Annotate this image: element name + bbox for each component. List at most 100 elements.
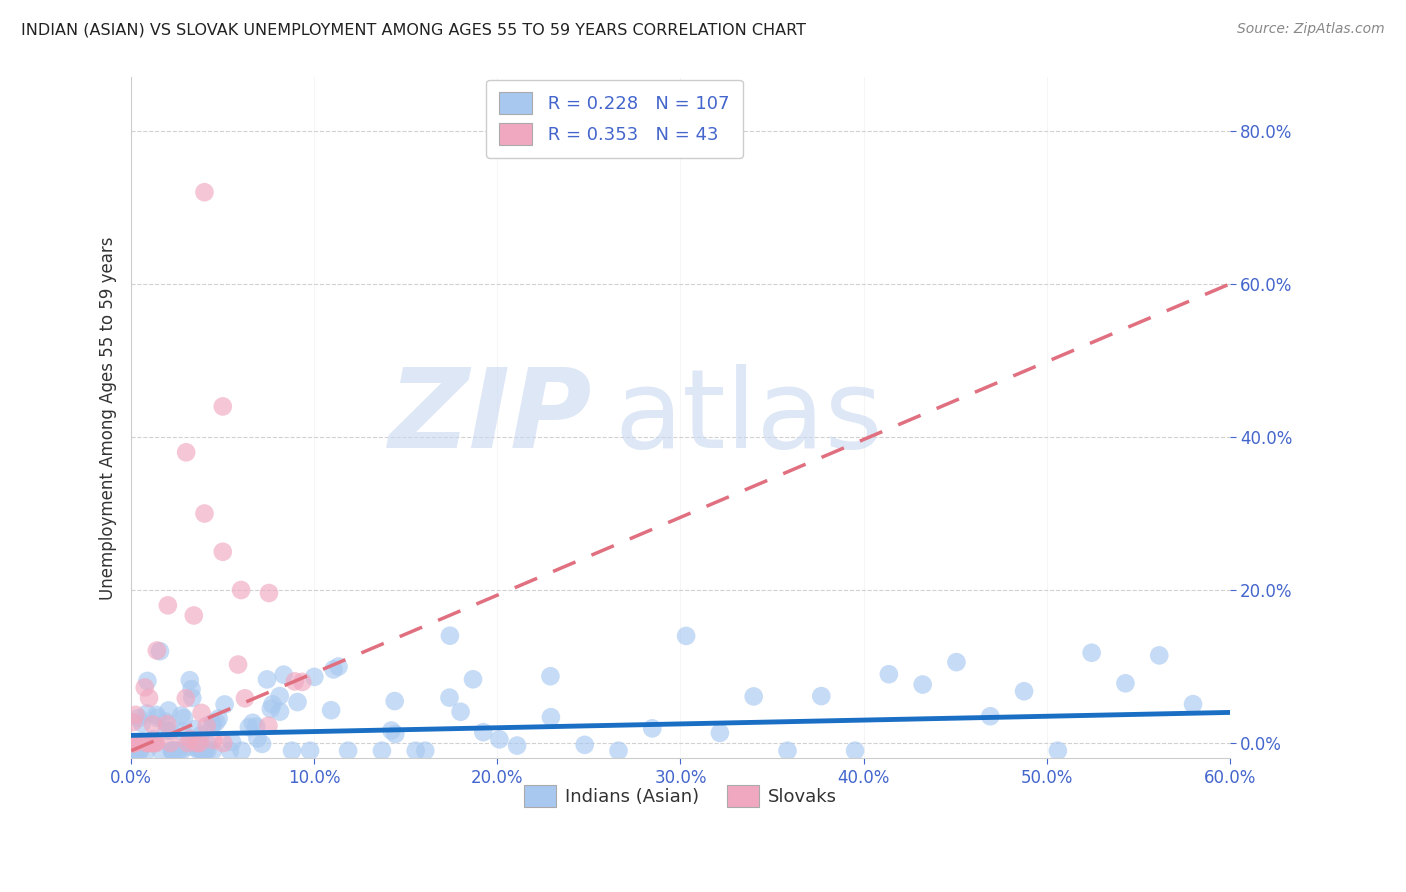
Point <box>231 744 253 758</box>
Point <box>384 727 406 741</box>
Point <box>172 724 194 739</box>
Point <box>122 736 145 750</box>
Point <box>167 744 190 758</box>
Point <box>1182 697 1205 711</box>
Point <box>245 719 267 733</box>
Point <box>211 400 233 414</box>
Point <box>188 738 211 752</box>
Point <box>143 736 166 750</box>
Point <box>218 744 240 758</box>
Point <box>122 744 145 758</box>
Point <box>181 690 204 705</box>
Point <box>1046 744 1069 758</box>
Point <box>844 744 866 758</box>
Point <box>273 667 295 681</box>
Point <box>709 726 731 740</box>
Point <box>641 722 664 736</box>
Point <box>122 715 145 730</box>
Point <box>149 644 172 658</box>
Point <box>186 733 208 747</box>
Point <box>135 736 157 750</box>
Point <box>304 670 326 684</box>
Point <box>160 744 183 758</box>
Point <box>233 691 256 706</box>
Text: atlas: atlas <box>614 365 883 471</box>
Point <box>193 742 215 756</box>
Point <box>145 736 167 750</box>
Point <box>911 677 934 691</box>
Point <box>173 711 195 725</box>
Text: INDIAN (ASIAN) VS SLOVAK UNEMPLOYMENT AMONG AGES 55 TO 59 YEARS CORRELATION CHAR: INDIAN (ASIAN) VS SLOVAK UNEMPLOYMENT AM… <box>21 22 806 37</box>
Point <box>413 744 436 758</box>
Point <box>242 715 264 730</box>
Point <box>328 659 350 673</box>
Point <box>170 744 193 758</box>
Point <box>156 723 179 738</box>
Point <box>179 731 201 746</box>
Point <box>322 662 344 676</box>
Point <box>146 711 169 725</box>
Point <box>159 723 181 738</box>
Point <box>136 673 159 688</box>
Point <box>194 744 217 758</box>
Point <box>877 667 900 681</box>
Point <box>122 736 145 750</box>
Point <box>136 706 159 721</box>
Point <box>574 738 596 752</box>
Point <box>945 655 967 669</box>
Point <box>229 582 252 597</box>
Point <box>183 723 205 737</box>
Point <box>124 736 146 750</box>
Point <box>188 736 211 750</box>
Text: Source: ZipAtlas.com: Source: ZipAtlas.com <box>1237 22 1385 37</box>
Point <box>193 507 215 521</box>
Point <box>138 690 160 705</box>
Point <box>174 445 197 459</box>
Point <box>179 739 201 754</box>
Point <box>157 703 180 717</box>
Point <box>287 695 309 709</box>
Point <box>146 643 169 657</box>
Point <box>127 744 149 758</box>
Point <box>337 744 360 758</box>
Point <box>176 736 198 750</box>
Point <box>384 694 406 708</box>
Point <box>321 703 343 717</box>
Point <box>163 744 186 758</box>
Point <box>190 706 212 720</box>
Point <box>156 599 179 613</box>
Point <box>205 715 228 730</box>
Point <box>155 714 177 729</box>
Point <box>201 744 224 758</box>
Point <box>212 736 235 750</box>
Point <box>405 744 427 758</box>
Point <box>190 729 212 743</box>
Point <box>129 744 152 758</box>
Point <box>160 744 183 758</box>
Point <box>1114 676 1136 690</box>
Point <box>439 690 461 705</box>
Point <box>281 744 304 758</box>
Point <box>201 718 224 732</box>
Point <box>1012 684 1035 698</box>
Point <box>1149 648 1171 663</box>
Point <box>250 737 273 751</box>
Y-axis label: Unemployment Among Ages 55 to 59 years: Unemployment Among Ages 55 to 59 years <box>100 236 117 599</box>
Point <box>207 712 229 726</box>
Point <box>226 657 249 672</box>
Point <box>134 681 156 695</box>
Point <box>607 744 630 758</box>
Point <box>221 735 243 749</box>
Point <box>128 744 150 758</box>
Point <box>299 744 322 758</box>
Point <box>193 185 215 199</box>
Point <box>246 731 269 746</box>
Point <box>124 736 146 750</box>
Point <box>450 705 472 719</box>
Point <box>201 716 224 731</box>
Point <box>187 744 209 758</box>
Point <box>195 719 218 733</box>
Point <box>141 736 163 750</box>
Point <box>174 691 197 706</box>
Point <box>191 744 214 758</box>
